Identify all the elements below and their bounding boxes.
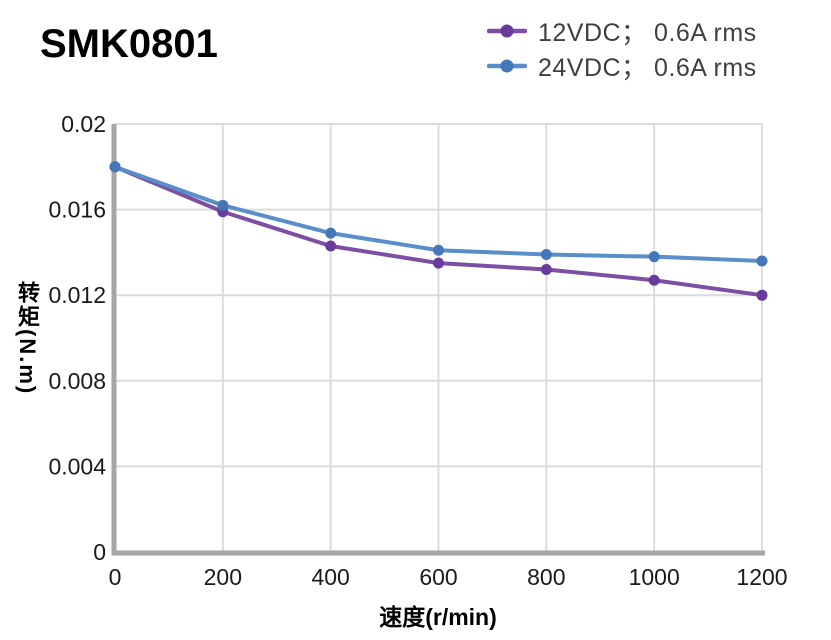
y-tick-label: 0.008	[48, 368, 106, 394]
x-tick-label: 600	[419, 564, 457, 590]
x-tick-label: 0	[109, 564, 122, 590]
legend-label-24vdc: 24VDC； 0.6A rms	[538, 53, 757, 82]
y-tick-label: 0.016	[48, 197, 106, 223]
y-axis-title: 转矩(N.m)	[15, 281, 40, 396]
chart-title: SMK0801	[40, 22, 218, 66]
legend-item-24vdc: 24VDC； 0.6A rms	[487, 48, 757, 83]
x-tick-label: 1000	[629, 564, 680, 590]
legend-item-12vdc: 12VDC； 0.6A rms	[487, 13, 757, 48]
data-point-marker-12vdc	[325, 240, 337, 252]
data-point-marker-12vdc	[433, 257, 444, 269]
y-tick-label: 0.02	[61, 111, 106, 137]
legend-marker-24vdc-icon	[487, 59, 527, 72]
y-tick-label: 0.012	[48, 282, 106, 308]
data-point-marker-24vdc	[648, 251, 660, 263]
data-point-marker-12vdc	[540, 264, 552, 276]
legend: 12VDC； 0.6A rms 24VDC； 0.6A rms	[487, 13, 757, 83]
y-tick-label: 0	[93, 539, 106, 565]
data-point-marker-24vdc	[325, 227, 337, 239]
x-tick-label: 400	[311, 564, 349, 590]
legend-label-12vdc: 12VDC； 0.6A rms	[538, 18, 757, 47]
x-tick-label: 1200	[736, 564, 787, 590]
legend-marker-12vdc-icon	[487, 24, 527, 37]
x-axis-title: 速度(r/min)	[379, 604, 497, 630]
data-point-marker-24vdc	[756, 255, 768, 267]
data-point-marker-24vdc	[217, 199, 229, 211]
data-point-marker-24vdc	[109, 161, 121, 173]
x-tick-label: 800	[527, 564, 565, 590]
data-point-marker-24vdc	[540, 249, 552, 261]
y-tick-label: 0.004	[48, 453, 106, 479]
data-point-marker-12vdc	[756, 289, 768, 301]
data-point-marker-12vdc	[648, 274, 660, 286]
data-point-marker-24vdc	[433, 244, 444, 256]
x-tick-label: 200	[204, 564, 242, 590]
